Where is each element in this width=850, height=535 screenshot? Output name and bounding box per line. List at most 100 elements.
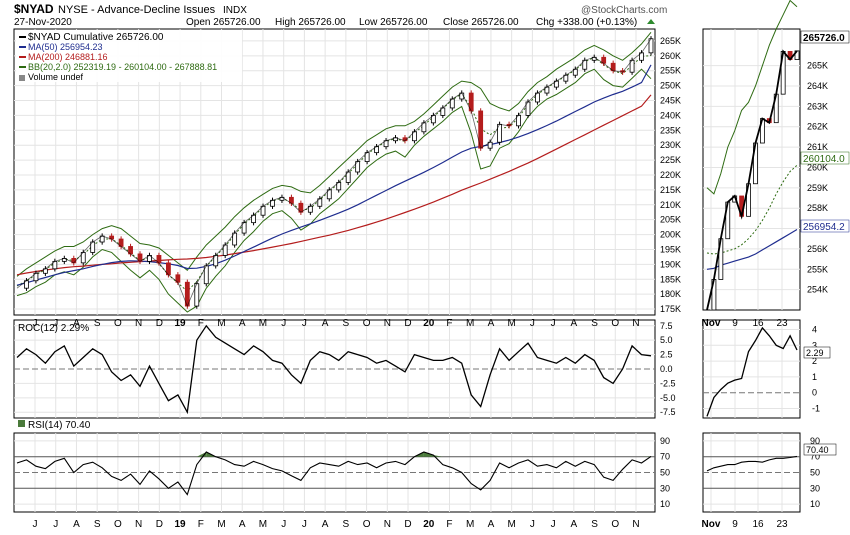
x-tick-label-bottom: M — [466, 519, 474, 530]
roc-title: ROC(12) 2.29% — [18, 323, 89, 334]
main-y-tick-label: 250K — [660, 81, 681, 91]
zoom-x-tick-label-top: Nov — [702, 318, 721, 329]
zoom-x-tick-label-top: 9 — [732, 318, 738, 329]
main-y-tick-label: 240K — [660, 110, 681, 120]
x-tick-label-bottom: M — [507, 519, 515, 530]
x-tick-label-bottom: J — [33, 519, 38, 530]
main-y-tick-label: 195K — [660, 244, 681, 254]
x-tick-label-bottom: A — [570, 519, 577, 530]
x-tick-label-bottom: N — [632, 519, 639, 530]
x-tick-label-main: N — [384, 318, 391, 329]
change-value: Chg +338.00 (+0.13%) — [536, 17, 637, 28]
x-tick-label-main: 19 — [175, 318, 187, 329]
zoom-y-tick-label: 263K — [807, 101, 828, 111]
zoom-roc-y-tick-label: 1 — [812, 372, 817, 382]
x-tick-label-main: M — [217, 318, 225, 329]
x-tick-label-bottom: F — [198, 519, 204, 530]
zoom-x-tick-label-bottom: 16 — [752, 519, 764, 530]
zoom-y-tick-label: 265K — [807, 61, 828, 71]
roc-y-tick-label: 5.0 — [660, 335, 673, 345]
x-tick-label-bottom: J — [281, 519, 286, 530]
up-arrow-icon — [647, 19, 655, 24]
x-tick-label-main: O — [611, 318, 619, 329]
x-tick-label-bottom: S — [94, 519, 101, 530]
x-tick-label-bottom: D — [156, 519, 163, 530]
x-tick-label-main: M — [466, 318, 474, 329]
high-value: High 265726.00 — [275, 17, 346, 28]
x-tick-label-main: S — [343, 318, 350, 329]
rsi-y-tick-label: 90 — [660, 436, 670, 446]
roc-y-tick-label: 7.5 — [660, 321, 673, 331]
x-tick-label-main: D — [156, 318, 163, 329]
x-tick-label-main: O — [114, 318, 122, 329]
main-y-tick-label: 245K — [660, 96, 681, 106]
x-tick-label-main: J — [281, 318, 286, 329]
zoom-y-tick-label: 259K — [807, 183, 828, 193]
x-tick-label-main: F — [446, 318, 452, 329]
main-y-tick-label: 205K — [660, 215, 681, 225]
x-tick-label-main: N — [632, 318, 639, 329]
zoom-roc-y-tick-label: 0 — [812, 388, 817, 398]
zoom-x-tick-label-top: 23 — [776, 318, 788, 329]
date-label: 27-Nov-2020 — [14, 17, 72, 28]
main-y-tick-label: 265K — [660, 36, 681, 46]
zoom-y-tick-label: 262K — [807, 122, 828, 132]
main-y-tick-label: 210K — [660, 200, 681, 210]
exchange-desc: NYSE - Advance-Decline Issues — [58, 4, 216, 16]
x-tick-label-main: N — [135, 318, 142, 329]
x-tick-label-main: S — [591, 318, 598, 329]
zoom-x-tick-label-bottom: 9 — [732, 519, 738, 530]
rsi-title-swatch — [18, 420, 25, 427]
grid-layer — [14, 29, 800, 512]
zoom-bb-label: 260104.0 — [803, 154, 845, 165]
legend-ma200: MA(200) 246881.16 — [28, 52, 108, 62]
main-y-tick-label: 200K — [660, 230, 681, 240]
x-tick-label-bottom: N — [135, 519, 142, 530]
zoom-rsi-y-tick-label: 10 — [810, 499, 820, 509]
x-tick-label-bottom: A — [488, 519, 495, 530]
legend-swatch-volume — [19, 75, 25, 81]
zoom-rsi-y-tick-label: 50 — [810, 468, 820, 478]
x-tick-label-bottom: M — [259, 519, 267, 530]
main-y-tick-label: 230K — [660, 140, 681, 150]
x-tick-label-bottom: J — [53, 519, 58, 530]
roc-y-tick-label: -5.0 — [660, 393, 676, 403]
x-tick-label-bottom: 19 — [175, 519, 187, 530]
main-y-tick-label: 175K — [660, 304, 681, 314]
x-tick-label-main: O — [363, 318, 371, 329]
x-tick-label-main: S — [94, 318, 101, 329]
rsi-y-tick-label: 10 — [660, 499, 670, 509]
zoom-y-tick-label: 256K — [807, 244, 828, 254]
zoom-rsi-line — [707, 456, 797, 471]
main-y-tick-label: 225K — [660, 155, 681, 165]
zoom-roc-panel — [703, 320, 800, 418]
x-tick-label-main: J — [530, 318, 535, 329]
rsi-title: RSI(14) 70.40 — [28, 420, 91, 431]
x-tick-label-main: A — [488, 318, 495, 329]
main-y-tick-label: 180K — [660, 289, 681, 299]
zoom-y-tick-label: 261K — [807, 142, 828, 152]
zoom-rsi-label: 70.40 — [806, 445, 829, 455]
x-tick-label-bottom: A — [73, 519, 80, 530]
x-tick-label-bottom: M — [217, 519, 225, 530]
zoom-y-tick-label: 254K — [807, 285, 828, 295]
x-tick-label-bottom: 20 — [423, 519, 435, 530]
x-tick-label-bottom: S — [343, 519, 350, 530]
close-value: Close 265726.00 — [443, 17, 519, 28]
rsi-y-tick-label: 30 — [660, 483, 670, 493]
zoom-y-tick-label: 264K — [807, 81, 828, 91]
zoom-roc-line — [707, 328, 797, 417]
low-value: Low 265726.00 — [359, 17, 428, 28]
open-value: Open 265726.00 — [186, 17, 261, 28]
bb-lower-line — [17, 69, 651, 312]
x-tick-label-main: J — [302, 318, 307, 329]
x-tick-label-main: A — [322, 318, 329, 329]
main-y-tick-label: 185K — [660, 274, 681, 284]
x-tick-label-bottom: J — [530, 519, 535, 530]
x-tick-label-bottom: O — [363, 519, 371, 530]
x-tick-label-main: M — [507, 318, 515, 329]
zoom-x-tick-label-top: 16 — [752, 318, 764, 329]
index-tag: INDX — [223, 5, 247, 16]
main-y-tick-label: 260K — [660, 51, 681, 61]
